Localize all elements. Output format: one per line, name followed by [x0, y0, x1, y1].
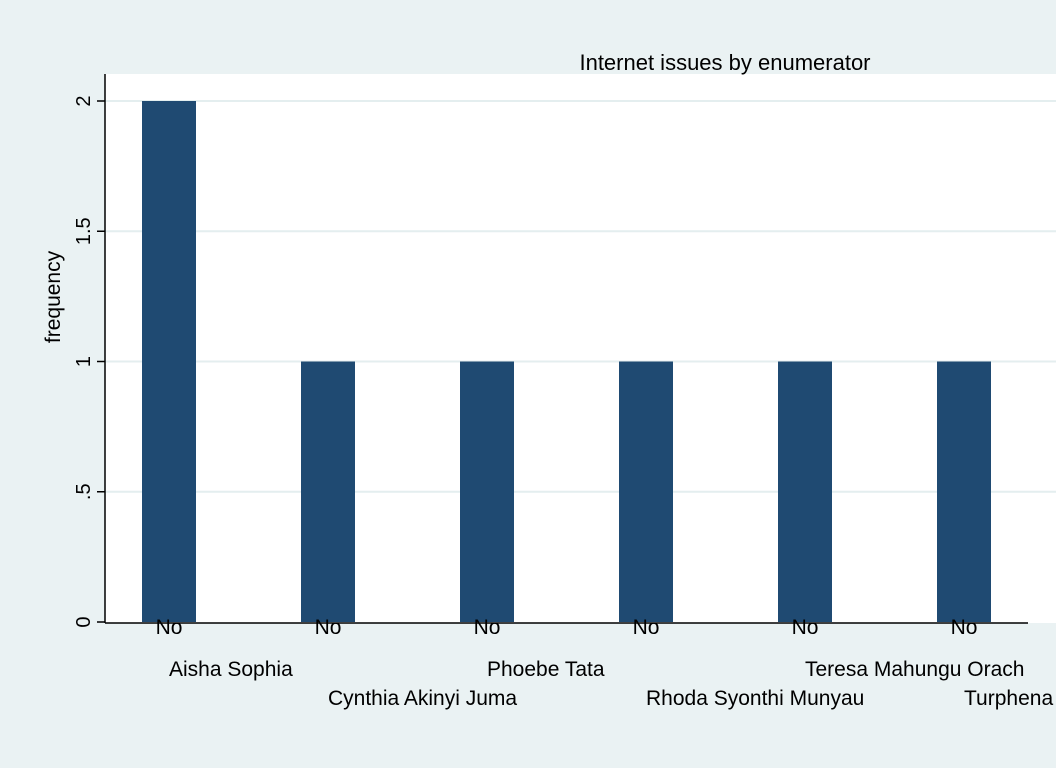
grid-lines — [105, 100, 1056, 493]
bar — [619, 361, 673, 622]
chart-title: Internet issues by enumerator — [579, 50, 870, 75]
y-axis-title: frequency — [42, 250, 65, 343]
y-tick-label: 0 — [73, 616, 95, 627]
bars — [142, 101, 991, 622]
plot-area — [105, 74, 1056, 623]
y-tick-label: 1 — [73, 356, 95, 367]
y-tick-label: 2 — [73, 95, 95, 106]
category-label: Turphena — [964, 687, 1053, 710]
y-tick-label: 1.5 — [73, 217, 95, 245]
category-label: Teresa Mahungu Orach — [805, 658, 1024, 681]
bar-label: No — [633, 616, 660, 639]
category-label: Rhoda Syonthi Munyau — [646, 687, 864, 710]
bar-label: No — [792, 616, 819, 639]
bar-label: No — [156, 616, 183, 639]
y-tick-label: .5 — [73, 483, 95, 500]
category-labels: No Aisha Sophia No Cynthia Akinyi Juma No Pho… — [156, 616, 1054, 710]
bar-label: No — [951, 616, 978, 639]
bar — [301, 361, 355, 622]
category-label: Cynthia Akinyi Juma — [328, 687, 517, 710]
bar-label: No — [315, 616, 342, 639]
bar — [460, 361, 514, 622]
bar — [142, 101, 196, 622]
bar — [778, 361, 832, 622]
bar-label: No — [474, 616, 501, 639]
category-label: Phoebe Tata — [487, 658, 605, 681]
bar — [937, 361, 991, 622]
category-label: Aisha Sophia — [169, 658, 293, 681]
y-ticks: 0 .5 1 1.5 2 — [73, 95, 105, 628]
